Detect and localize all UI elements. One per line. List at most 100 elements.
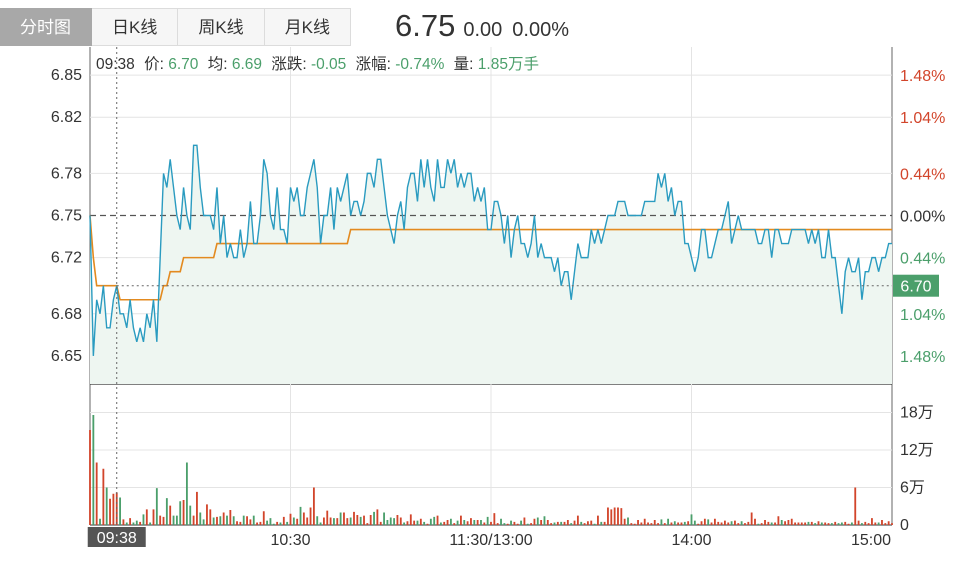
volume-bar: [891, 523, 893, 526]
volume-bar: [286, 521, 289, 526]
volume-bar: [169, 505, 172, 526]
volume-bar: [165, 498, 168, 526]
volume-bar: [226, 515, 228, 526]
info-bar: 09:38 价: 6.70 均: 6.69 涨跌: -0.05 涨幅: -0.7…: [96, 55, 539, 73]
volume-bar: [580, 521, 583, 526]
volume-bar: [854, 487, 857, 525]
volume-bar: [850, 522, 853, 525]
y-tick-label: 6.65: [51, 348, 82, 365]
volume-bar: [272, 523, 275, 525]
volume-bar: [236, 521, 238, 525]
volume-bar: [680, 522, 683, 525]
volume-bar: [139, 521, 142, 526]
volume-bar: [647, 522, 649, 525]
tab-timeshare[interactable]: 分时图: [0, 8, 92, 46]
volume-bar: [252, 515, 255, 526]
volume-bar: [670, 522, 673, 525]
volume-tick-label: 12万: [900, 442, 934, 459]
volume-bar: [95, 462, 98, 525]
crosshair-time-box: [87, 527, 146, 547]
volume-bar: [884, 523, 887, 526]
volume-bar: [463, 520, 466, 525]
tab-weekly-k[interactable]: 周K线: [178, 8, 265, 46]
volume-bar: [667, 518, 670, 525]
chart-lines: [89, 144, 892, 356]
volume-bar: [142, 514, 145, 526]
volume-bar: [690, 514, 693, 526]
volume-bar: [269, 518, 272, 526]
volume-bar: [864, 521, 867, 526]
volume-bar: [326, 510, 329, 526]
volume-bar: [486, 516, 489, 526]
volume-bar: [433, 516, 436, 526]
volume-bar: [249, 519, 252, 526]
volume-bar: [693, 520, 696, 526]
volume-bar: [426, 523, 429, 525]
quote-header: 6.75 0.00 0.00%: [395, 8, 569, 48]
volume-bar: [871, 518, 873, 526]
volume-bar: [840, 522, 843, 525]
volume-bar: [824, 522, 827, 525]
volume-bar: [640, 522, 643, 525]
volume-bar: [677, 522, 680, 525]
volume-bar: [386, 520, 389, 525]
price-area: [90, 145, 892, 384]
volume-bar: [162, 516, 165, 526]
volume-bar: [586, 521, 589, 525]
chart-tabs: 分时图 日K线 周K线 月K线: [0, 8, 352, 46]
x-tick-label: 14:00: [671, 532, 711, 549]
volume-bar: [189, 505, 192, 526]
volume-bar: [129, 518, 132, 526]
volume-bar: [613, 507, 616, 525]
volume-bar: [610, 509, 613, 526]
volume-bar: [199, 512, 202, 525]
volume-bar: [770, 522, 773, 525]
volume-bar: [406, 521, 409, 525]
volume-bar: [500, 518, 502, 525]
volume-bar: [764, 520, 766, 525]
volume-bar: [550, 523, 553, 526]
volume-bar: [490, 521, 492, 526]
volume-bar: [703, 518, 706, 525]
volume-bar: [493, 513, 496, 526]
volume-bar: [202, 519, 205, 526]
volume-bar: [797, 522, 800, 525]
volume-bar: [473, 520, 476, 525]
volume-bar: [857, 520, 860, 526]
volume-bar: [125, 522, 128, 525]
volume-bar: [563, 521, 566, 526]
volume-bar: [720, 522, 723, 525]
volume-bar: [413, 520, 416, 526]
volume-bar: [239, 521, 242, 526]
volume-bar: [653, 520, 656, 525]
volume-bar: [306, 517, 309, 525]
volume-bar: [403, 522, 406, 525]
volume-bar: [787, 520, 790, 525]
volume-bar: [373, 511, 375, 526]
volume-bar: [89, 430, 91, 525]
volume-bar: [673, 521, 676, 525]
volume-bar: [710, 522, 713, 525]
volume-bar: [754, 518, 756, 525]
volume-bar: [520, 520, 522, 526]
volume-bar: [697, 523, 700, 525]
info-price-label: 价:: [144, 56, 164, 73]
svg-text:09:38 价: 6.70: 09:38 价: 6.70 均: 6.69 涨跌: -0.05 涨幅: -0.7…: [96, 55, 539, 73]
volume-bar: [172, 515, 175, 526]
volume-bar: [389, 517, 392, 525]
tab-daily-k[interactable]: 日K线: [92, 8, 179, 46]
volume-bar: [423, 521, 426, 526]
volume-bar: [874, 522, 877, 525]
volume-bar: [777, 516, 780, 525]
info-avg-label: 均:: [208, 55, 228, 73]
volume-bar: [309, 507, 312, 525]
quote-change-pct: 0.00%: [512, 19, 569, 41]
volume-bar: [476, 520, 479, 525]
volume-bar: [807, 521, 810, 526]
tab-monthly-k[interactable]: 月K线: [264, 8, 352, 46]
volume-bar: [810, 521, 813, 526]
volume-bar: [814, 523, 817, 526]
volume-bar: [496, 523, 499, 526]
volume-bar: [633, 523, 636, 525]
